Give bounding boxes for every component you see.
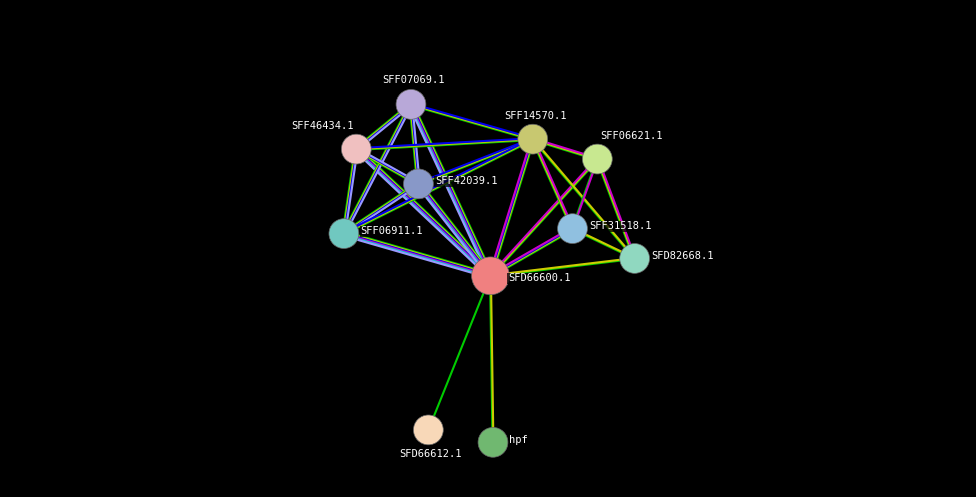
- Circle shape: [471, 257, 509, 295]
- Text: SFF31518.1: SFF31518.1: [589, 221, 651, 231]
- Circle shape: [403, 169, 433, 199]
- Circle shape: [414, 415, 443, 445]
- Text: SFD66600.1: SFD66600.1: [508, 273, 570, 283]
- Text: hpf: hpf: [509, 435, 528, 445]
- Text: SFF06621.1: SFF06621.1: [600, 131, 663, 141]
- Circle shape: [557, 214, 588, 244]
- Circle shape: [518, 124, 548, 154]
- Text: SFF42039.1: SFF42039.1: [435, 176, 498, 186]
- Circle shape: [329, 219, 359, 248]
- Text: SFF46434.1: SFF46434.1: [291, 121, 354, 131]
- Text: SFF06911.1: SFF06911.1: [360, 226, 423, 236]
- Circle shape: [396, 89, 426, 119]
- Circle shape: [478, 427, 508, 457]
- Circle shape: [342, 134, 371, 164]
- Text: SFD82668.1: SFD82668.1: [651, 251, 713, 261]
- Text: SFD66612.1: SFD66612.1: [399, 449, 462, 459]
- Circle shape: [583, 144, 612, 174]
- Circle shape: [620, 244, 649, 273]
- Text: SFF14570.1: SFF14570.1: [504, 111, 566, 121]
- Text: SFF07069.1: SFF07069.1: [383, 76, 445, 85]
